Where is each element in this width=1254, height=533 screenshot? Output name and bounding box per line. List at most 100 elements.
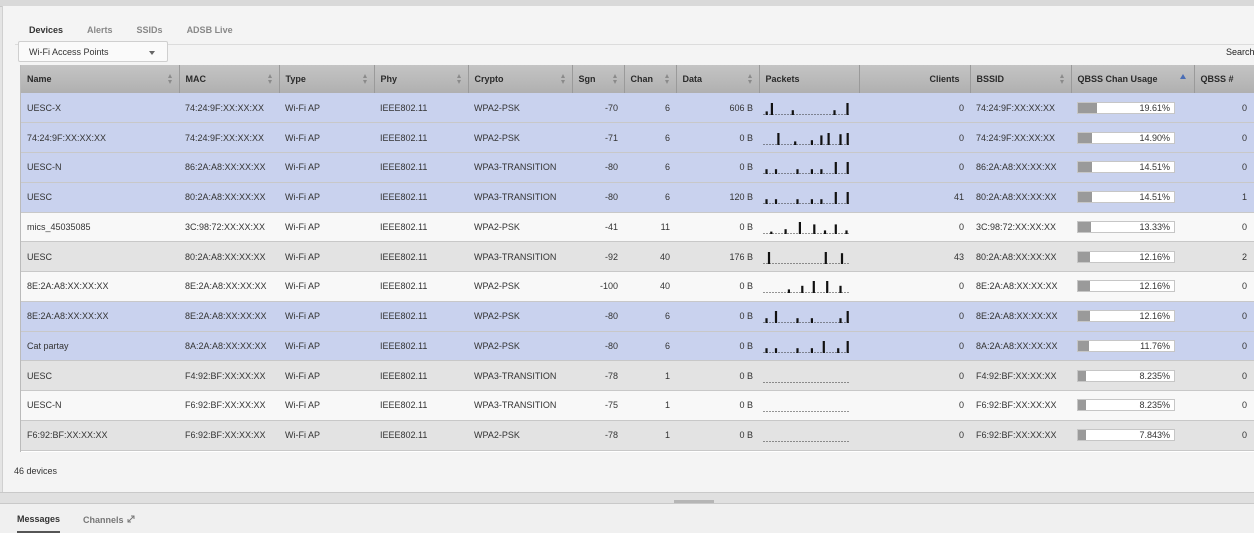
main-tabs: Devices Alerts SSIDs ADSB Live: [17, 16, 245, 45]
column-header-bssid[interactable]: BSSID: [970, 65, 1072, 93]
cell-clients: 0: [859, 420, 970, 451]
table-row[interactable]: UESC 80:2A:A8:XX:XX:XX Wi-Fi AP IEEE802.11 W…: [21, 241, 1254, 272]
packets-sparkline: [763, 102, 849, 115]
packets-sparkline: [763, 132, 849, 145]
cell-type: Wi-Fi AP: [279, 122, 374, 153]
table-row[interactable]: UESC-N 86:2A:A8:XX:XX:XX Wi-Fi AP IEEE802.1…: [21, 152, 1254, 183]
cell-data: 0 B: [676, 301, 759, 332]
column-header-type[interactable]: Type: [279, 65, 375, 93]
expand-arrows-icon[interactable]: [126, 514, 136, 524]
tab-channels-label: Channels: [83, 515, 124, 525]
cell-chan: 1: [624, 360, 676, 391]
column-header-label: Clients: [929, 74, 960, 84]
table-row[interactable]: 74:24:9F:XX:XX:XX 74:24:9F:XX:XX:XX Wi-Fi …: [21, 122, 1254, 153]
table-row[interactable]: 8E:2A:A8:XX:XX:XX 8E:2A:A8:XX:XX:XX Wi-Fi …: [21, 301, 1254, 332]
usage-bar: 12.16%: [1077, 310, 1175, 323]
column-header-name[interactable]: Name: [21, 65, 180, 93]
cell-phy: IEEE802.11: [374, 360, 468, 391]
column-header-packets[interactable]: Packets: [759, 65, 860, 93]
sort-arrows-icon: [747, 74, 753, 84]
sparkline-bar: [798, 221, 801, 234]
table-row[interactable]: UESC-X 74:24:9F:XX:XX:XX Wi-Fi AP IEEE802.1…: [21, 93, 1254, 124]
usage-percent: 12.16%: [1139, 311, 1170, 322]
cell-qbss-usage: 7.843%: [1071, 420, 1194, 451]
column-header-data[interactable]: Data: [676, 65, 760, 93]
tab-alerts[interactable]: Alerts: [87, 25, 113, 35]
cell-crypto: WPA2-PSK: [468, 331, 572, 362]
sparkline-bar: [846, 162, 849, 175]
cell-data: 0 B: [676, 420, 759, 451]
table-row[interactable]: UESC F4:92:BF:XX:XX:XX Wi-Fi AP IEEE802.11 W…: [21, 360, 1254, 391]
sparkline-bar: [840, 252, 844, 264]
table-header-row: Name MAC Type Phy Crypto Sgn Chan Data P…: [21, 65, 1254, 93]
cell-qbss-count: 0: [1194, 93, 1254, 124]
tab-devices[interactable]: Devices: [17, 16, 75, 45]
tab-adsb-live[interactable]: ADSB Live: [186, 25, 233, 35]
usage-bar: 8.235%: [1077, 399, 1175, 412]
cell-chan: 11: [624, 212, 676, 243]
cell-crypto: WPA2-PSK: [468, 271, 572, 302]
cell-type: Wi-Fi AP: [279, 212, 374, 243]
sparkline-bar: [796, 318, 799, 324]
cell-bssid: F6:92:BF:XX:XX:XX: [970, 390, 1071, 421]
device-view-select-value: Wi-Fi Access Points: [29, 47, 109, 57]
column-header-phy[interactable]: Phy: [374, 65, 469, 93]
splitter-grip[interactable]: [674, 500, 714, 503]
cell-name: UESC: [21, 241, 179, 272]
cell-qbss-usage: 13.33%: [1071, 212, 1194, 243]
devices-table[interactable]: Name MAC Type Phy Crypto Sgn Chan Data P…: [20, 65, 1254, 452]
column-header-chan[interactable]: Chan: [624, 65, 677, 93]
column-header-label: Sgn: [578, 74, 596, 84]
column-header-qbss-chan-usage[interactable]: QBSS Chan Usage: [1071, 65, 1195, 93]
table-row[interactable]: F6:92:BF:XX:XX:XX F6:92:BF:XX:XX:XX Wi-Fi …: [21, 420, 1254, 451]
column-header-crypto[interactable]: Crypto: [468, 65, 573, 93]
sparkline-bar: [765, 169, 768, 175]
cell-phy: IEEE802.11: [374, 152, 468, 183]
table-row[interactable]: mics_45035085 3C:98:72:XX:XX:XX Wi-Fi AP IE…: [21, 212, 1254, 243]
table-row[interactable]: UESC 80:2A:A8:XX:XX:XX Wi-Fi AP IEEE802.11 W…: [21, 182, 1254, 213]
cell-qbss-usage: 14.51%: [1071, 152, 1194, 183]
cell-bssid: F6:92:BF:XX:XX:XX: [970, 420, 1071, 451]
cell-qbss-count: 2: [1194, 241, 1254, 272]
sparkline-bar: [820, 169, 823, 175]
cell-type: Wi-Fi AP: [279, 271, 374, 302]
sparkline-bar: [787, 289, 790, 294]
column-header-clients[interactable]: Clients: [859, 65, 971, 93]
column-header-qbss-count[interactable]: QBSS #: [1194, 65, 1254, 93]
sparkline-bar: [846, 102, 849, 115]
usage-bar: 7.843%: [1077, 429, 1175, 442]
cell-clients: 0: [859, 93, 970, 124]
sparkline-bar: [791, 109, 794, 115]
table-row[interactable]: Cat partay 8A:2A:A8:XX:XX:XX Wi-Fi AP IEEE8…: [21, 331, 1254, 362]
cell-mac: 80:2A:A8:XX:XX:XX: [179, 241, 279, 272]
cell-clients: 0: [859, 152, 970, 183]
packets-sparkline: [763, 441, 849, 442]
usage-percent: 8.235%: [1139, 370, 1170, 381]
column-header-sgn[interactable]: Sgn: [572, 65, 625, 93]
cell-data: 0 B: [676, 271, 759, 302]
table-row[interactable]: 8E:2A:A8:XX:XX:XX 8E:2A:A8:XX:XX:XX Wi-Fi …: [21, 271, 1254, 302]
cell-name: 74:24:9F:XX:XX:XX: [21, 122, 179, 153]
sparkline-bar: [834, 192, 837, 205]
cell-data: 0 B: [676, 152, 759, 183]
usage-bar: 14.51%: [1077, 161, 1175, 174]
cell-mac: 8A:2A:A8:XX:XX:XX: [179, 331, 279, 362]
tab-ssids[interactable]: SSIDs: [136, 25, 163, 35]
cell-type: Wi-Fi AP: [279, 420, 374, 451]
sparkline-bar: [813, 224, 816, 234]
sort-arrows-icon: [167, 74, 173, 84]
table-row[interactable]: UESC-N F6:92:BF:XX:XX:XX Wi-Fi AP IEEE802.1…: [21, 390, 1254, 421]
column-header-mac[interactable]: MAC: [179, 65, 280, 93]
packets-sparkline: [763, 411, 849, 413]
cell-qbss-count: 0: [1194, 301, 1254, 332]
tab-channels[interactable]: Channels: [83, 514, 136, 525]
sparkline-bar: [823, 230, 827, 234]
panel-splitter[interactable]: [0, 492, 1254, 504]
cell-type: Wi-Fi AP: [279, 241, 374, 272]
sparkline-bar: [794, 141, 797, 145]
usage-bar-fill: [1078, 430, 1086, 441]
packets-sparkline: [763, 311, 849, 324]
device-view-select[interactable]: Wi-Fi Access Points: [18, 41, 168, 62]
cell-packets: [759, 301, 859, 332]
tab-messages[interactable]: Messages: [17, 514, 61, 533]
